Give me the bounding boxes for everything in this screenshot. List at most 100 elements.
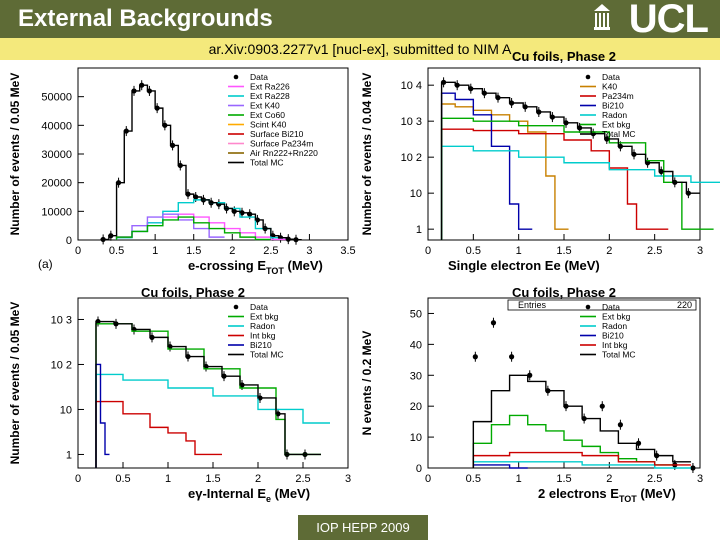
chart-b-legend-label: Ext bkg bbox=[602, 120, 631, 130]
chart-a-legend-label: Surface Pa234m bbox=[250, 139, 313, 149]
chart-d-series-radon bbox=[472, 461, 691, 469]
chart-b-legend-label: Radon bbox=[602, 110, 627, 120]
chart-c-ytick-label: 10 bbox=[60, 404, 72, 416]
subtitle: ar.Xiv:0903.2277v1 [nucl-ex], submitted … bbox=[208, 41, 512, 57]
chart-b-legend-label: K40 bbox=[602, 82, 617, 92]
chart-c-legend-label: Radon bbox=[250, 321, 275, 331]
chart-b-series-total-mc bbox=[440, 81, 700, 240]
chart-b-xtick-label: 2 bbox=[606, 245, 612, 257]
chart-d-ytick-label: 50 bbox=[410, 308, 422, 320]
chart-c-legend-marker bbox=[233, 304, 239, 310]
chart-d-ytick-label: 10 bbox=[410, 432, 422, 444]
slide-title: External Backgrounds bbox=[18, 5, 273, 32]
chart-a-series-total-mc bbox=[100, 84, 302, 241]
chart-b-ytick-label: 10 4 bbox=[401, 80, 422, 92]
chart-d-xtick-label: 2 bbox=[606, 473, 612, 485]
chart-b-xtick-label: 2.5 bbox=[647, 245, 662, 257]
chart-d-legend-label: Data bbox=[602, 302, 620, 312]
chart-a-legend-label: Ext Ra228 bbox=[250, 91, 290, 101]
subtitle-band bbox=[0, 38, 720, 60]
chart-d-stats-box bbox=[507, 299, 697, 311]
chart-c-xtick-label: 0 bbox=[75, 473, 81, 485]
chart-c-ytick-label: 1 bbox=[66, 449, 72, 461]
chart-a-legend-marker bbox=[233, 74, 239, 80]
chart-b-xtick-label: 3 bbox=[697, 245, 703, 257]
chart-a-xtick-label: 1 bbox=[152, 245, 158, 257]
chart-c-xlabel-unit: (MeV) bbox=[271, 486, 310, 501]
chart-b: 0 0.5 1 1.5 2 2.5 3 1 10 10 2 10 3 10 4 Cu foils, Ph… bbox=[360, 49, 720, 273]
chart-a-ytick-label: 20000 bbox=[41, 178, 72, 190]
chart-d-legend-label: Bi210 bbox=[602, 331, 624, 341]
chart-d-title: Cu foils, Phase 2 bbox=[512, 285, 616, 300]
chart-c-xtick-label: 2 bbox=[255, 473, 261, 485]
chart-c-xlabel-main: eγ-Internal E bbox=[188, 486, 266, 501]
chart-c-legend-label: Int bkg bbox=[250, 331, 276, 341]
chart-d-xtick-label: 2.5 bbox=[647, 473, 662, 485]
chart-d-xlabel-unit: (MeV) bbox=[637, 486, 676, 501]
chart-b-legend-label: Data bbox=[602, 72, 620, 82]
chart-a-ytick-label: 40000 bbox=[41, 120, 72, 132]
chart-b-series-radon bbox=[440, 145, 720, 240]
chart-c-ytick-label: 10 3 bbox=[51, 314, 72, 326]
chart-c: 0 0.5 1 1.5 2 2.5 3 1 10 10 2 10 3 Cu foils, Phase … bbox=[8, 285, 351, 504]
chart-c-xtick-label: 3 bbox=[345, 473, 351, 485]
chart-d-xtick-label: 1.5 bbox=[556, 473, 571, 485]
chart-d-ytick-label: 0 bbox=[416, 463, 422, 475]
chart-d-series-total-mc bbox=[472, 374, 691, 468]
chart-a-xtick-label: 2 bbox=[229, 245, 235, 257]
chart-b-legend-marker bbox=[585, 74, 591, 80]
chart-c-xtick-label: 2.5 bbox=[295, 473, 310, 485]
chart-c-series-total-mc bbox=[95, 320, 321, 468]
chart-a-xlabel-main: e-crossing E bbox=[188, 258, 266, 273]
chart-a-legend-label: Ext Ra226 bbox=[250, 82, 290, 92]
chart-b-ytick-label: 1 bbox=[416, 224, 422, 236]
chart-b-legend-label: Bi210 bbox=[602, 101, 624, 111]
chart-d-xtick-label: 0 bbox=[425, 473, 431, 485]
chart-c-ytick-label: 10 2 bbox=[51, 359, 72, 371]
chart-a-xlabel: e-crossing ETOT (MeV) bbox=[188, 258, 323, 276]
chart-c-title: Cu foils, Phase 2 bbox=[141, 285, 245, 300]
chart-c-legend-label: Total MC bbox=[250, 350, 284, 360]
chart-d-stats-label: Entries bbox=[518, 300, 547, 310]
chart-a-legend-label: Air Rn222+Rn220 bbox=[250, 148, 318, 158]
chart-b-legend-label: Total MC bbox=[602, 129, 636, 139]
chart-a-xtick-label: 1.5 bbox=[186, 245, 201, 257]
chart-a-xtick-label: 0 bbox=[75, 245, 81, 257]
chart-d-xlabel-sub: TOT bbox=[619, 494, 637, 504]
chart-b-series-ext-bkg bbox=[440, 117, 714, 240]
chart-c-legend-label: Bi210 bbox=[250, 340, 272, 350]
chart-c-series-radon bbox=[95, 373, 330, 468]
chart-d-xtick-label: 0.5 bbox=[466, 473, 481, 485]
chart-a-legend-label: Surface Bi210 bbox=[250, 129, 304, 139]
chart-d-ytick-label: 30 bbox=[410, 370, 422, 382]
chart-a-plot-frame bbox=[77, 67, 349, 241]
chart-c-ylabel: Number of events / 0.05 MeV bbox=[8, 302, 22, 465]
chart-c-legend-label: Data bbox=[250, 302, 268, 312]
chart-b-series-k40 bbox=[440, 103, 569, 240]
chart-d-series-ext-bkg bbox=[472, 414, 673, 468]
chart-b-series-bi210 bbox=[440, 92, 533, 240]
chart-b-ylabel: Number of events / 0.04 MeV bbox=[360, 73, 374, 236]
chart-a-ytick-label: 30000 bbox=[41, 149, 72, 161]
chart-d-xtick-label: 1 bbox=[516, 473, 522, 485]
chart-c-xtick-label: 1.5 bbox=[205, 473, 220, 485]
chart-d-xlabel-main: 2 electrons E bbox=[538, 486, 619, 501]
chart-d-xtick-label: 3 bbox=[697, 473, 703, 485]
chart-d-ytick-label: 20 bbox=[410, 401, 422, 413]
chart-d-ytick-label: 40 bbox=[410, 339, 422, 351]
chart-d-series-int-bkg bbox=[472, 451, 691, 468]
chart-c-xtick-label: 1 bbox=[165, 473, 171, 485]
footer: IOP HEPP 2009 bbox=[298, 515, 428, 540]
chart-b-plot-frame bbox=[427, 67, 701, 241]
chart-c-xtick-label: 0.5 bbox=[115, 473, 130, 485]
chart-b-xtick-label: 1.5 bbox=[556, 245, 571, 257]
chart-b-xlabel: Single electron Ee (MeV) bbox=[448, 258, 600, 273]
chart-a-legend-label: Ext Co60 bbox=[250, 110, 285, 120]
chart-b-xtick-label: 0.5 bbox=[466, 245, 481, 257]
chart-d-legend-label: Int bkg bbox=[602, 340, 628, 350]
chart-d-ylabel: N events / 0.2 MeV bbox=[360, 331, 374, 436]
chart-a-ylabel: Number of events / 0.05 MeV bbox=[8, 73, 22, 236]
chart-a: 0 0.5 1 1.5 2 2.5 3 3.5 0 10000 20000 30000 40000 500… bbox=[8, 67, 356, 276]
chart-a-xtick-label: 3 bbox=[306, 245, 312, 257]
